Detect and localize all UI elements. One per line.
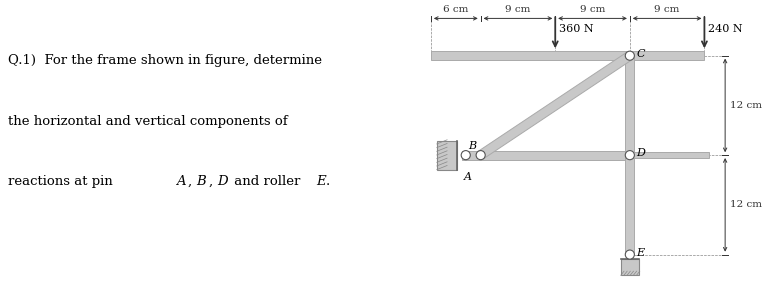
Text: A: A [464,172,472,182]
Text: 9 cm: 9 cm [580,5,605,14]
Text: .: . [326,175,330,188]
Text: reactions at pin: reactions at pin [8,175,117,188]
Polygon shape [626,56,634,255]
Text: 360 N: 360 N [559,24,593,34]
Text: E: E [316,175,326,188]
Polygon shape [478,52,633,159]
Text: 12 cm: 12 cm [730,101,762,110]
Text: 9 cm: 9 cm [654,5,680,14]
Text: E: E [636,248,644,258]
Text: B: B [468,141,477,151]
Circle shape [461,151,471,160]
Text: B: B [196,175,206,188]
Text: A: A [176,175,186,188]
Text: the horizontal and vertical components of: the horizontal and vertical components o… [8,115,287,128]
Polygon shape [630,152,709,158]
Polygon shape [462,151,481,160]
Text: Q.1)  For the frame shown in figure, determine: Q.1) For the frame shown in figure, dete… [8,54,322,67]
Text: D: D [217,175,227,188]
Text: and roller: and roller [230,175,305,188]
Text: D: D [636,148,645,158]
Bar [437,141,457,170]
Circle shape [626,151,634,160]
Text: 6 cm: 6 cm [443,5,468,14]
Text: ,: , [209,175,217,188]
Polygon shape [481,151,630,160]
Text: 12 cm: 12 cm [730,200,762,209]
Text: 240 N: 240 N [708,24,742,34]
Polygon shape [431,51,704,60]
Circle shape [626,51,634,60]
Circle shape [476,151,485,160]
Text: ,: , [189,175,197,188]
Circle shape [626,250,634,259]
Text: C: C [636,49,645,59]
Bar [621,259,639,275]
Text: 9 cm: 9 cm [506,5,530,14]
